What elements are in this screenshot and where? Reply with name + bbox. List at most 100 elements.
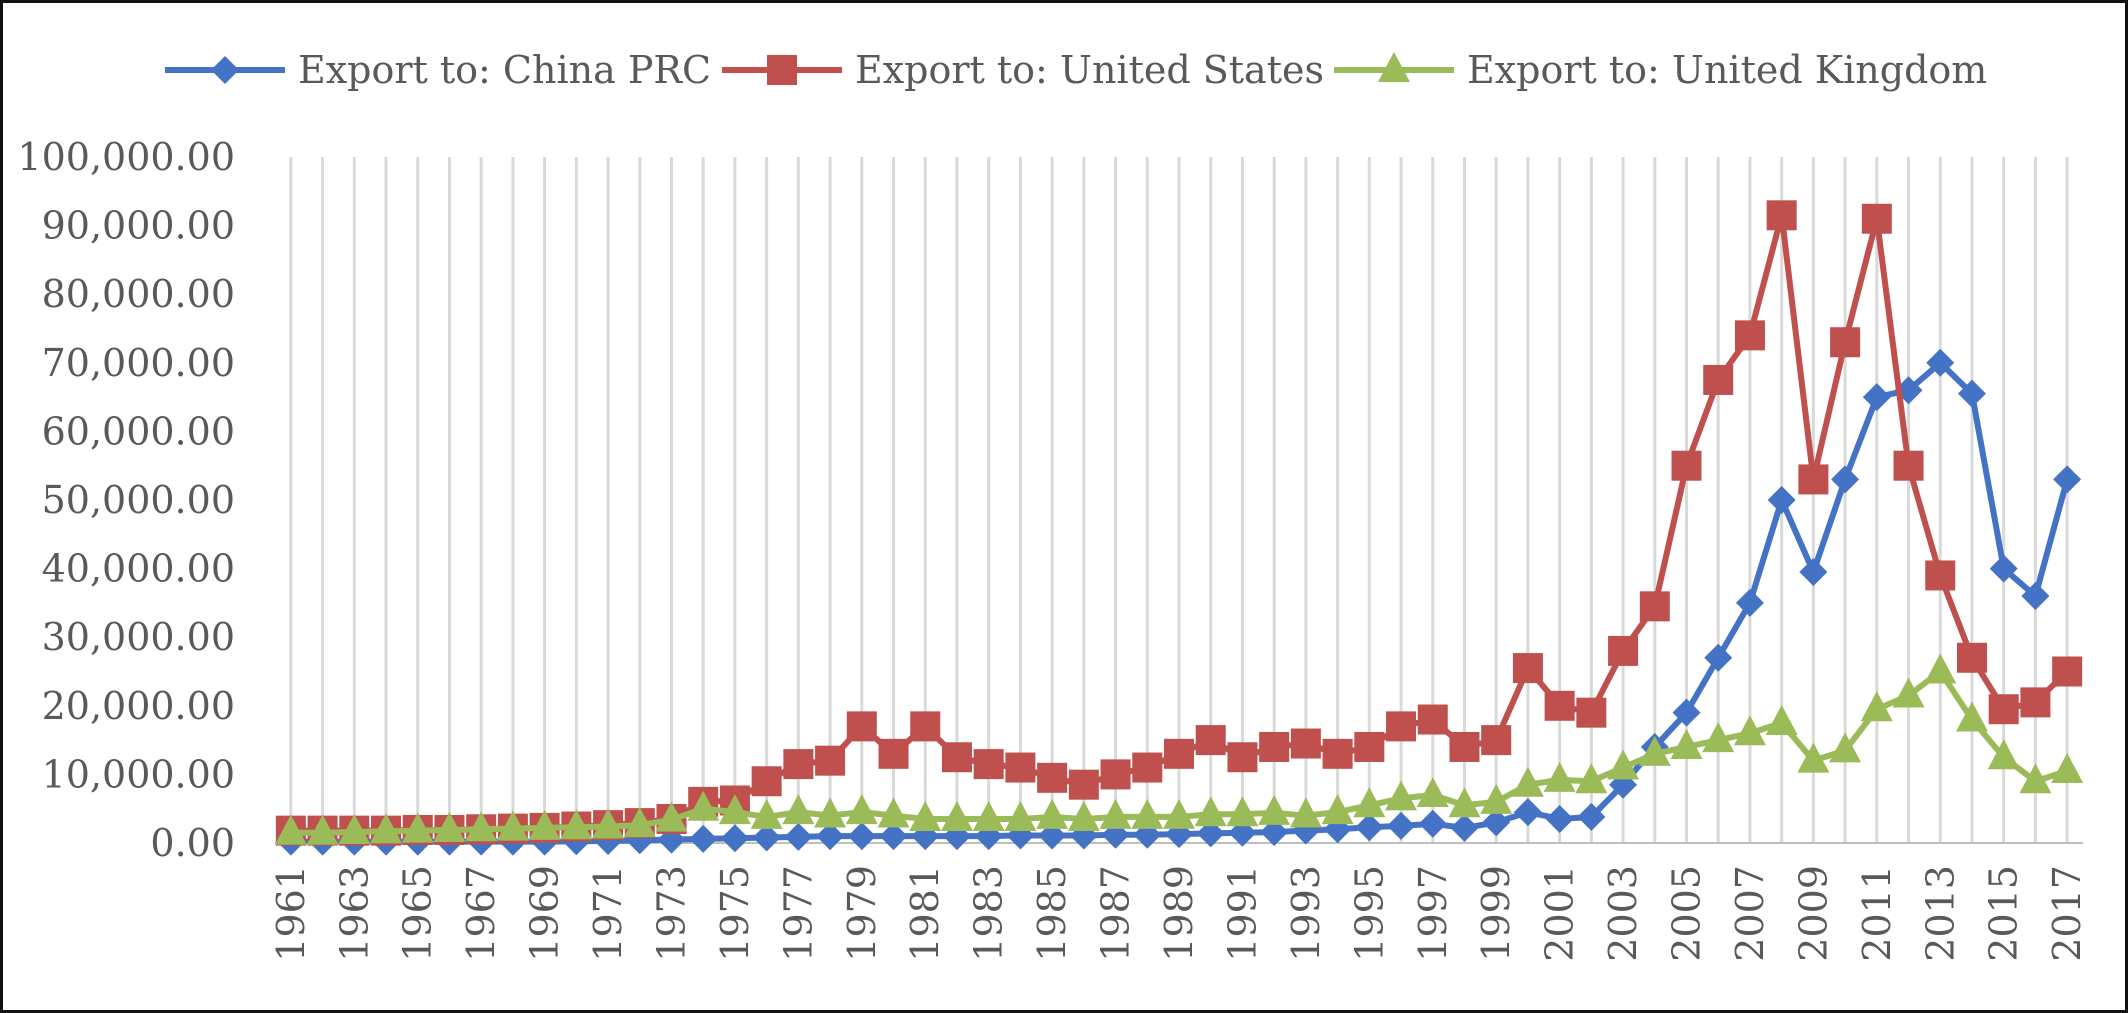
data-point — [783, 749, 814, 780]
y-tick-label: 10,000.00 — [42, 752, 235, 796]
y-tick-label: 80,000.00 — [42, 272, 235, 316]
data-point — [1258, 794, 1291, 825]
data-point — [1260, 818, 1289, 847]
data-point — [1448, 787, 1481, 818]
data-point — [1544, 690, 1575, 721]
data-point — [878, 738, 909, 769]
data-point — [1068, 769, 1099, 800]
data-point — [1639, 591, 1670, 622]
data-point — [1482, 808, 1511, 837]
x-tick-label: 1993 — [1284, 865, 1328, 962]
data-point — [1353, 787, 1386, 818]
x-tick-label: 1995 — [1347, 865, 1391, 962]
data-point — [1259, 731, 1290, 762]
x-tick-label: 1967 — [459, 865, 503, 962]
data-point — [1765, 704, 1798, 735]
data-point — [910, 711, 941, 742]
data-point — [1545, 804, 1574, 833]
data-point — [1321, 794, 1354, 825]
data-point — [815, 745, 846, 776]
data-point — [847, 822, 876, 851]
data-point — [1704, 643, 1733, 672]
x-tick-label: 2001 — [1538, 865, 1582, 962]
data-point — [1735, 588, 1764, 617]
data-point — [940, 800, 973, 831]
x-tick-label: 1975 — [713, 865, 757, 962]
data-point — [528, 809, 561, 840]
data-point — [720, 824, 749, 853]
data-point — [782, 794, 815, 825]
data-point — [1132, 752, 1163, 783]
data-point — [1926, 348, 1955, 377]
x-tick-label: 1997 — [1411, 865, 1455, 962]
data-point — [1195, 725, 1226, 756]
data-point — [1892, 677, 1925, 708]
data-point — [1608, 635, 1639, 666]
data-point — [814, 797, 847, 828]
data-point — [1004, 800, 1037, 831]
y-tick-label: 40,000.00 — [42, 547, 235, 591]
data-point — [1416, 776, 1449, 807]
data-point — [1511, 766, 1544, 797]
data-point — [1925, 560, 1956, 591]
data-point — [370, 813, 403, 844]
data-point — [1417, 704, 1448, 735]
data-point — [1290, 728, 1321, 759]
data-point — [1577, 802, 1606, 831]
x-tick-label: 2003 — [1601, 865, 1645, 962]
data-point — [718, 794, 751, 825]
data-point — [2019, 763, 2052, 794]
data-point — [1067, 800, 1100, 831]
x-tick-label: 2007 — [1728, 865, 1772, 962]
data-point — [879, 822, 908, 851]
data-point — [2051, 752, 2084, 783]
x-tick-label: 1961 — [269, 865, 313, 962]
data-point — [1799, 558, 1828, 587]
data-point — [2052, 656, 2083, 687]
data-point — [1987, 739, 2020, 770]
data-point — [496, 810, 529, 841]
legend-label: Export to: China PRC — [298, 48, 711, 92]
gridlines — [289, 157, 2069, 843]
data-point — [1798, 464, 1829, 495]
x-tick-label: 1999 — [1474, 865, 1518, 962]
x-tick-label: 1965 — [396, 865, 440, 962]
data-point — [750, 798, 783, 829]
data-point — [1829, 732, 1862, 763]
data-point — [1036, 798, 1069, 829]
data-point — [784, 822, 813, 851]
data-point — [1924, 653, 1957, 684]
y-tick-label: 30,000.00 — [42, 615, 235, 659]
data-point — [1861, 203, 1892, 234]
data-point — [1480, 783, 1513, 814]
data-point — [687, 790, 720, 821]
x-tick-label: 1987 — [1094, 865, 1138, 962]
data-point — [592, 808, 625, 839]
data-point — [816, 822, 845, 851]
legend-marker — [767, 55, 797, 85]
data-point — [1196, 819, 1225, 848]
x-tick-label: 1963 — [332, 865, 376, 962]
data-point — [1164, 738, 1194, 769]
data-point — [973, 749, 1004, 780]
data-point — [1543, 761, 1576, 792]
data-point — [846, 711, 877, 742]
data-point — [1387, 811, 1416, 840]
data-point — [623, 807, 656, 838]
data-point — [433, 811, 466, 842]
data-point — [1005, 752, 1036, 783]
x-tick-label: 2011 — [1855, 865, 1899, 962]
legend-label: Export to: United Kingdom — [1467, 48, 1987, 92]
data-point — [1956, 642, 1987, 673]
data-point — [1575, 763, 1608, 794]
data-point — [1893, 450, 1924, 481]
data-point — [1131, 798, 1164, 829]
x-tick-label: 1969 — [523, 865, 567, 962]
data-point — [2020, 687, 2051, 718]
data-point — [274, 814, 307, 845]
data-point — [909, 800, 942, 831]
data-point — [2021, 582, 2050, 611]
data-point — [1831, 465, 1860, 494]
data-point — [655, 801, 688, 832]
